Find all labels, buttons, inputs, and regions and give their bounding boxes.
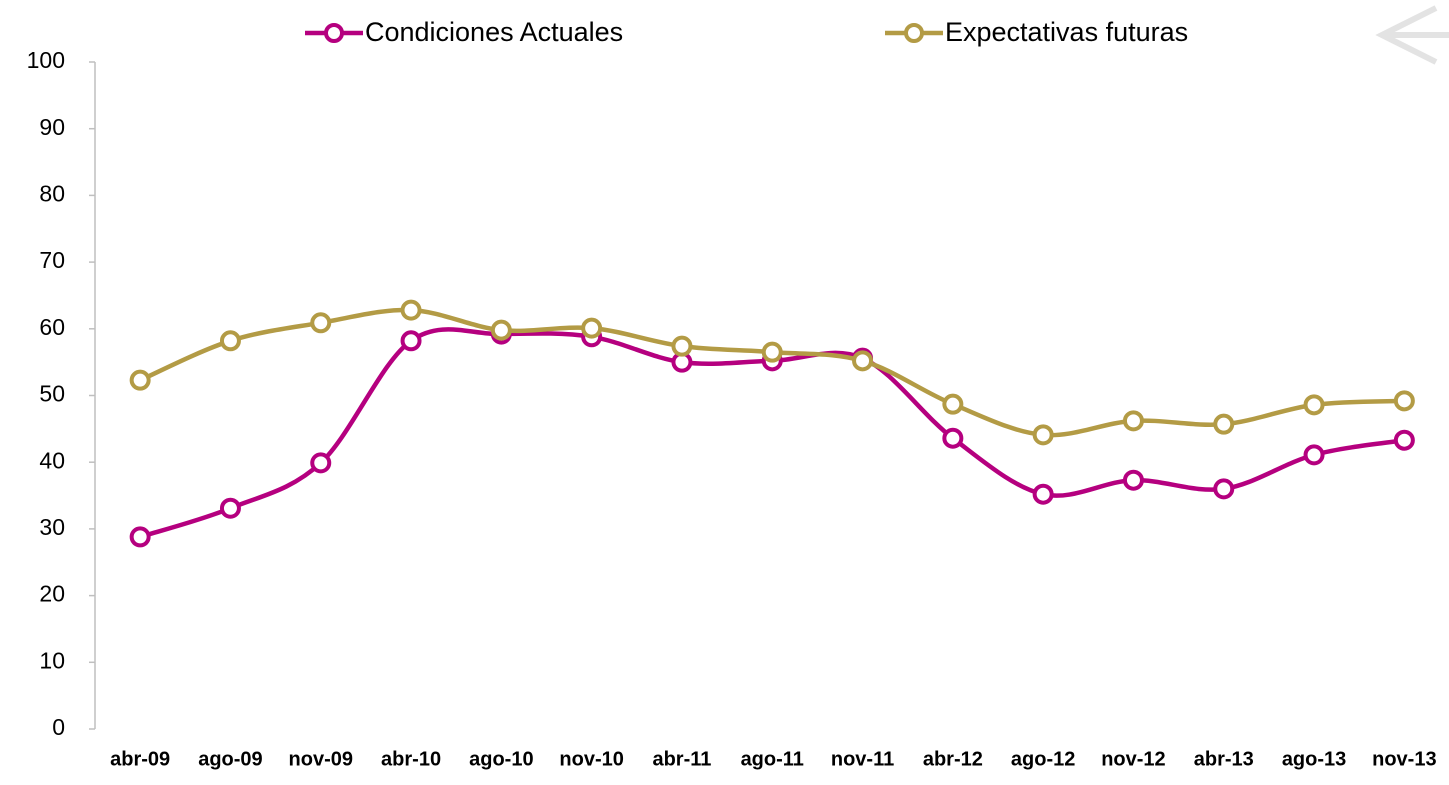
y-tick-label: 20 <box>39 581 65 607</box>
x-tick-label: ago-10 <box>469 748 533 770</box>
back-arrow-icon[interactable] <box>1375 5 1449 65</box>
data-point <box>671 335 693 357</box>
y-tick-label: 100 <box>27 47 65 73</box>
x-tick-label: ago-13 <box>1282 748 1346 770</box>
y-tick-label: 60 <box>39 314 65 340</box>
data-point <box>310 452 332 474</box>
data-point <box>852 350 874 372</box>
data-point <box>1393 429 1415 451</box>
legend-marker <box>904 23 924 43</box>
data-point <box>942 427 964 449</box>
x-tick-label: abr-10 <box>381 748 441 770</box>
legend-label: Expectativas futuras <box>945 17 1188 47</box>
data-point <box>942 393 964 415</box>
series-line <box>139 307 1405 438</box>
y-tick-label: 40 <box>39 447 65 473</box>
data-point <box>1393 390 1415 412</box>
data-point <box>400 299 422 321</box>
data-point <box>1303 444 1325 466</box>
data-point <box>1032 424 1054 446</box>
y-tick-label: 30 <box>39 514 65 540</box>
data-point <box>1122 469 1144 491</box>
data-point <box>490 319 512 341</box>
x-tick-label: ago-09 <box>198 748 262 770</box>
data-point <box>310 312 332 334</box>
x-tick-label: nov-10 <box>559 748 623 770</box>
data-point <box>400 330 422 352</box>
x-tick-label: nov-11 <box>831 748 894 770</box>
data-point <box>129 369 151 391</box>
x-tick-label: nov-12 <box>1101 748 1165 770</box>
data-point <box>129 526 151 548</box>
x-tick-label: abr-09 <box>110 748 170 770</box>
y-tick-label: 50 <box>39 381 65 407</box>
x-tick-label: abr-12 <box>923 748 983 770</box>
x-tick-label: nov-09 <box>289 748 353 770</box>
data-point <box>1303 394 1325 416</box>
legend-label: Condiciones Actuales <box>365 17 623 47</box>
data-point <box>1213 413 1235 435</box>
x-tick-label: ago-12 <box>1011 748 1075 770</box>
data-point <box>219 330 241 352</box>
data-point <box>1122 410 1144 432</box>
data-point <box>581 317 603 339</box>
data-point <box>761 341 783 363</box>
y-tick-label: 10 <box>39 647 65 673</box>
x-tick-label: abr-11 <box>652 748 711 770</box>
data-point <box>219 497 241 519</box>
data-point <box>1213 478 1235 500</box>
legend-marker <box>324 23 344 43</box>
y-tick-label: 90 <box>39 114 65 140</box>
y-tick-label: 70 <box>39 247 65 273</box>
y-tick-label: 80 <box>39 180 65 206</box>
data-point <box>1032 483 1054 505</box>
x-tick-label: nov-13 <box>1372 748 1436 770</box>
x-tick-label: ago-11 <box>741 748 804 770</box>
x-tick-label: abr-13 <box>1194 748 1254 770</box>
y-tick-label: 0 <box>52 714 65 740</box>
